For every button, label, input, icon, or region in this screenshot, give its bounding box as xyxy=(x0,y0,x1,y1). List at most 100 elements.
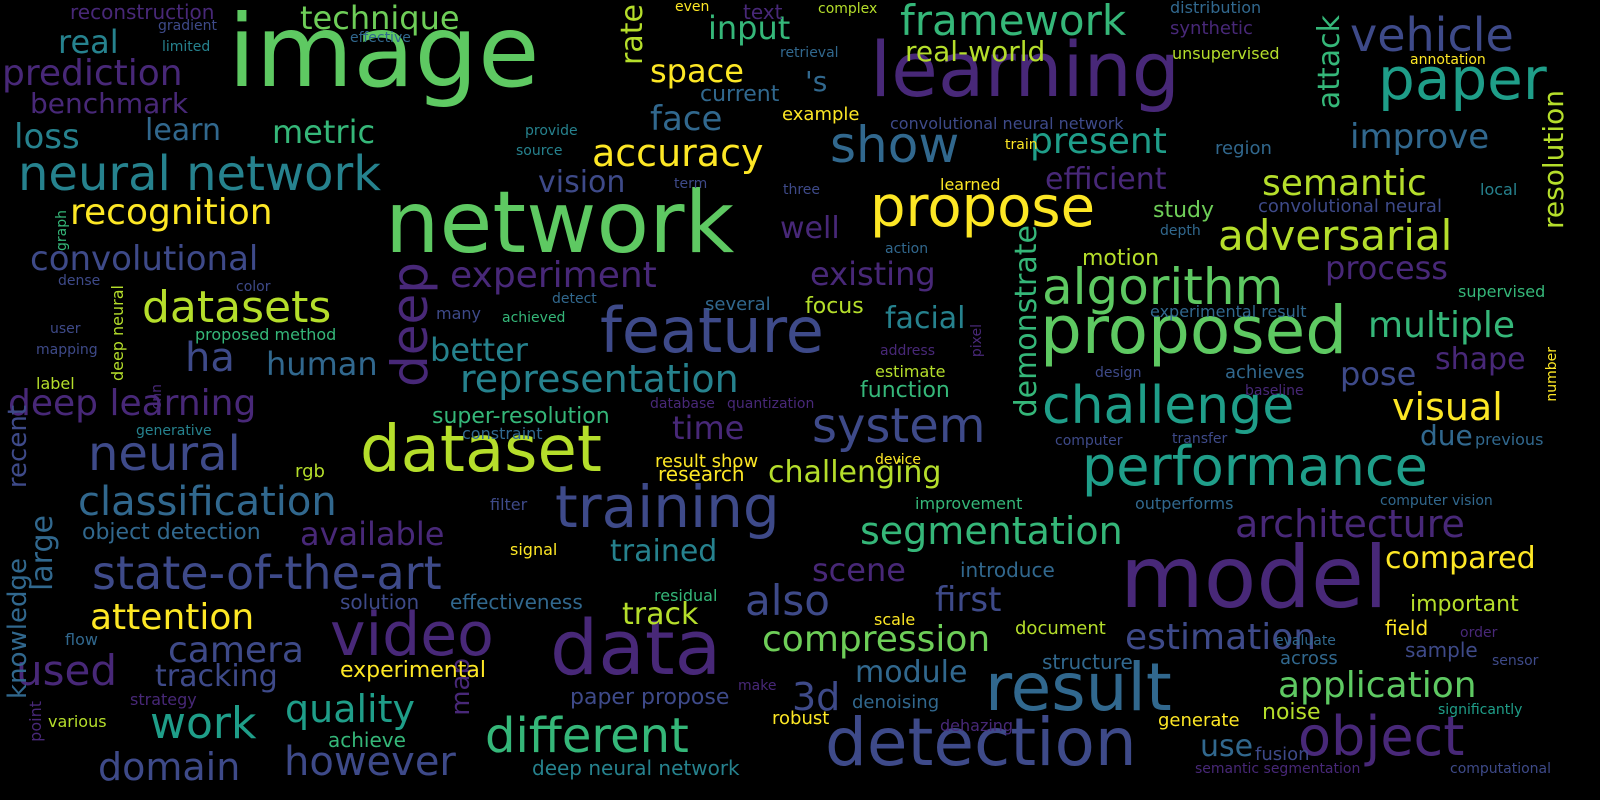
word-facial: facial xyxy=(885,301,966,336)
word-generative: generative xyxy=(136,423,212,439)
word-deep: deep xyxy=(381,262,439,387)
word-effective: effective xyxy=(350,30,411,46)
word-image: image xyxy=(228,0,540,110)
word-estimation: estimation xyxy=(1125,617,1317,658)
word-structure: structure xyxy=(1042,650,1133,674)
word-result-show: result show xyxy=(655,451,759,472)
word-effectiveness: effectiveness xyxy=(450,590,583,614)
word-dataset: dataset xyxy=(360,413,602,487)
word-mapping: mapping xyxy=(36,342,98,358)
word-number: number xyxy=(1544,347,1560,402)
word-transfer: transfer xyxy=(1172,431,1228,447)
word-computer-vision: computer vision xyxy=(1380,493,1493,509)
word-segmentation: segmentation xyxy=(860,509,1123,553)
word-track: track xyxy=(622,597,699,632)
word-unsupervised: unsupervised xyxy=(1172,44,1280,63)
word-ha: ha xyxy=(185,335,235,381)
word-object: object xyxy=(1298,705,1465,768)
word-even: even xyxy=(675,0,710,15)
word-however: however xyxy=(284,739,456,785)
word-three: three xyxy=(783,182,821,198)
word-classification: classification xyxy=(78,479,337,525)
word-proposed: proposed xyxy=(1040,292,1348,369)
word-tracking: tracking xyxy=(155,659,278,694)
word-detect: detect xyxy=(552,291,597,307)
word-demonstrate: demonstrate xyxy=(1009,225,1044,418)
word-user: user xyxy=(50,321,81,337)
word-across: across xyxy=(1280,648,1338,669)
word-existing: existing xyxy=(810,255,936,293)
word-denoising: denoising xyxy=(852,692,940,713)
word-computer: computer xyxy=(1055,433,1123,449)
word-noise: noise xyxy=(1262,700,1321,725)
word-human: human xyxy=(266,345,378,383)
word-previous: previous xyxy=(1475,430,1544,449)
word-proposed-method: proposed method xyxy=(195,325,337,344)
word-signal: signal xyxy=(510,540,558,559)
word-computational: computational xyxy=(1450,761,1552,777)
word-achieves: achieves xyxy=(1225,362,1305,383)
word-input: input xyxy=(708,9,791,47)
word-technique: technique xyxy=(300,0,460,37)
word-annotation: annotation xyxy=(1410,52,1486,68)
word-residual: residual xyxy=(654,586,718,605)
word-challenge: challenge xyxy=(1042,376,1295,436)
word-domain: domain xyxy=(98,745,241,789)
word-efficient: efficient xyxy=(1045,162,1167,197)
word-fusion: fusion xyxy=(1255,744,1310,765)
word-achieve: achieve xyxy=(328,728,406,752)
word-evaluate: evaluate xyxy=(1275,633,1336,649)
word-recognition: recognition xyxy=(70,192,273,233)
word-paper-propose: paper propose xyxy=(570,685,730,710)
word-well: well xyxy=(780,211,840,246)
word-present: present xyxy=(1030,121,1167,162)
word-time: time xyxy=(672,409,745,447)
word-real-world: real-world xyxy=(905,35,1046,68)
word-function: function xyxy=(860,378,950,403)
word-loss: loss xyxy=(14,117,80,157)
word-shape: shape xyxy=(1435,342,1526,377)
word-trained: trained xyxy=(610,534,718,569)
word-learned: learned xyxy=(940,175,1001,194)
word-study: study xyxy=(1153,198,1215,223)
word-quality: quality xyxy=(285,687,415,731)
word-object-detection: object detection xyxy=(82,520,261,545)
word-propose: propose xyxy=(870,175,1096,240)
word-adversarial: adversarial xyxy=(1218,211,1453,260)
word-cnn: cnn xyxy=(149,384,165,410)
word-representation: representation xyxy=(460,357,739,401)
word-scale: scale xyxy=(874,610,916,629)
word-paper: paper xyxy=(1378,45,1547,113)
word-state-of-the-art: state-of-the-art xyxy=(92,546,442,600)
word-train: train xyxy=(1005,137,1038,153)
word-source: source xyxy=(516,143,563,159)
word-example: example xyxy=(782,104,860,125)
word-work: work xyxy=(150,698,257,749)
word-different: different xyxy=(485,708,689,764)
word-dense: dense xyxy=(58,273,101,289)
word-algorithm: algorithm xyxy=(1042,258,1284,316)
word-model: model xyxy=(1120,528,1388,628)
word-label: label xyxy=(36,374,75,393)
word-gradient: gradient xyxy=(158,18,217,34)
word-learning: learning xyxy=(870,25,1181,114)
word-recent: recent xyxy=(3,405,33,489)
word-used: used xyxy=(16,646,118,695)
word-video: video xyxy=(330,600,494,670)
word-motion: motion xyxy=(1082,246,1160,271)
word-robust: robust xyxy=(772,708,830,729)
word-rate: rate xyxy=(615,4,650,65)
word-due: due xyxy=(1420,419,1473,452)
word-challenging: challenging xyxy=(768,455,942,490)
word-result: result xyxy=(985,649,1172,726)
word-improvement: improvement xyxy=(915,494,1023,513)
word-convolutional-neural: convolutional neural xyxy=(1258,196,1442,217)
word-knowledge: knowledge xyxy=(3,558,33,699)
word-order: order xyxy=(1460,625,1498,641)
word-use: use xyxy=(1200,729,1254,764)
word-attention: attention xyxy=(90,597,255,638)
word-distribution: distribution xyxy=(1170,0,1262,17)
word-reconstruction: reconstruction xyxy=(70,0,215,24)
word-baseline: baseline xyxy=(1245,383,1304,399)
